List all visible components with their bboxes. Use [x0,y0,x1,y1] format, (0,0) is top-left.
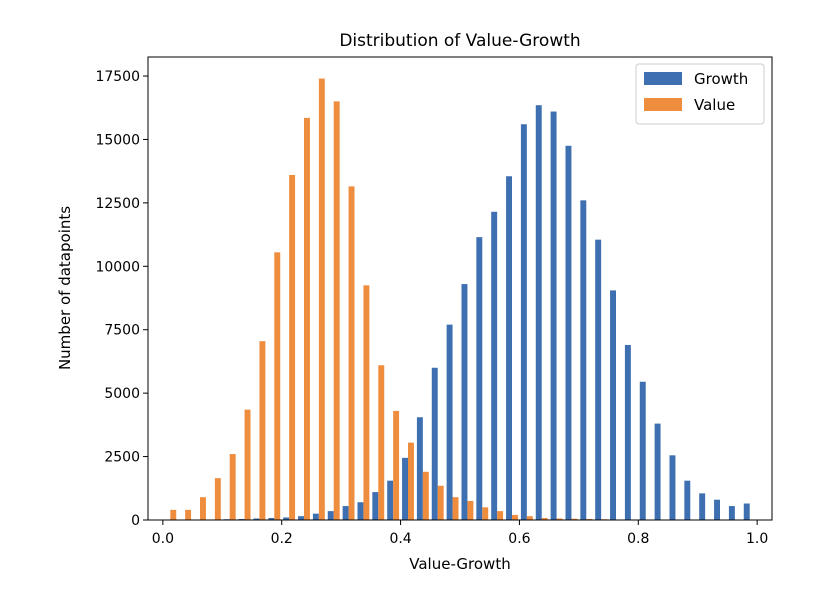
legend-label-value: Value [694,96,735,114]
x-axis-label: Value-Growth [409,555,510,573]
bar-value-28 [586,518,593,520]
bar-growth-29 [595,239,602,520]
bar-value-24 [526,516,533,520]
bar-growth-38 [728,506,735,520]
bar-growth-32 [639,381,646,520]
x-tick-label: 0.0 [152,531,174,547]
chart-title: Distribution of Value-Growth [339,31,580,51]
y-tick-label: 2500 [104,450,140,466]
plot-frame [147,56,773,521]
bar-growth-39 [743,503,750,520]
bar-value-27 [571,518,578,520]
bar-growth-36 [699,493,706,520]
bar-value-1 [185,509,192,520]
bar-growth-25 [535,105,542,520]
bar-value-13 [363,285,370,520]
bar-value-4 [229,454,236,520]
x-tick-label: 0.6 [508,531,530,547]
bar-value-3 [214,478,221,520]
bar-value-22 [497,511,504,520]
x-tick-label: 0.8 [627,531,649,547]
bar-value-2 [200,497,206,520]
bar-growth-24 [520,124,527,520]
bar-growth-34 [669,455,676,520]
bars-layer [170,78,750,521]
x-tick-label: 1.0 [746,531,768,547]
bar-growth-37 [714,499,720,520]
bar-growth-8 [283,517,290,520]
bar-value-11 [333,101,340,521]
y-tick-label: 12500 [95,196,140,212]
bar-value-25 [541,517,548,520]
y-tick-label: 0 [131,513,140,529]
bar-value-0 [170,509,177,520]
bar-growth-6 [253,518,260,520]
bar-value-12 [348,186,355,520]
bar-value-9 [304,117,310,520]
bar-growth-9 [298,516,304,520]
bar-growth-7 [268,517,275,520]
bar-value-7 [274,252,281,520]
bar-value-8 [289,174,296,520]
bar-value-16 [408,442,414,520]
y-tick-label: 17500 [95,69,140,85]
bar-growth-31 [624,344,631,520]
bar-growth-21 [476,237,483,520]
bar-growth-13 [357,502,364,520]
bar-growth-15 [387,480,394,520]
y-tick-label: 5000 [104,386,140,402]
bar-growth-14 [372,492,379,520]
bar-growth-28 [580,200,587,520]
y-axis-label: Number of datapoints [56,206,74,370]
legend-swatch-growth [644,72,682,85]
bar-value-18 [437,485,444,520]
bar-value-6 [259,341,266,520]
y-tick-label: 10000 [95,259,140,275]
bar-growth-10 [312,513,319,520]
x-axis-ticks: 0.0 0.2 0.4 0.6 0.8 1.0 [152,520,768,547]
bar-growth-5 [238,518,245,520]
bar-growth-17 [416,417,423,520]
bar-growth-12 [342,506,349,520]
y-axis-ticks: 0 2500 5000 7500 10000 12500 15000 17500 [95,69,148,529]
bar-growth-22 [491,211,498,520]
bar-growth-33 [654,423,661,520]
y-tick-label: 7500 [104,323,140,339]
bar-value-26 [556,518,563,520]
bar-value-5 [244,409,251,520]
legend: Growth Value [635,63,765,125]
bar-value-21 [482,507,489,520]
bar-value-15 [393,410,400,520]
bar-growth-19 [446,324,453,520]
legend-label-growth: Growth [694,70,748,88]
bar-growth-35 [684,480,691,520]
bar-growth-18 [431,367,438,520]
bar-growth-16 [402,457,408,520]
x-tick-label: 0.4 [389,531,411,547]
bar-growth-30 [610,290,616,520]
bar-value-17 [422,471,429,520]
bar-value-10 [318,78,325,520]
y-tick-label: 15000 [95,132,140,148]
bar-value-20 [467,500,474,520]
bar-growth-27 [565,145,572,521]
bar-value-14 [378,365,385,520]
legend-swatch-value [644,98,682,111]
bar-growth-26 [550,111,557,521]
bar-value-19 [452,497,459,520]
bar-growth-23 [506,176,512,521]
x-tick-label: 0.2 [271,531,293,547]
bar-growth-20 [461,284,468,520]
bar-growth-11 [327,511,334,520]
bar-value-23 [512,514,518,520]
